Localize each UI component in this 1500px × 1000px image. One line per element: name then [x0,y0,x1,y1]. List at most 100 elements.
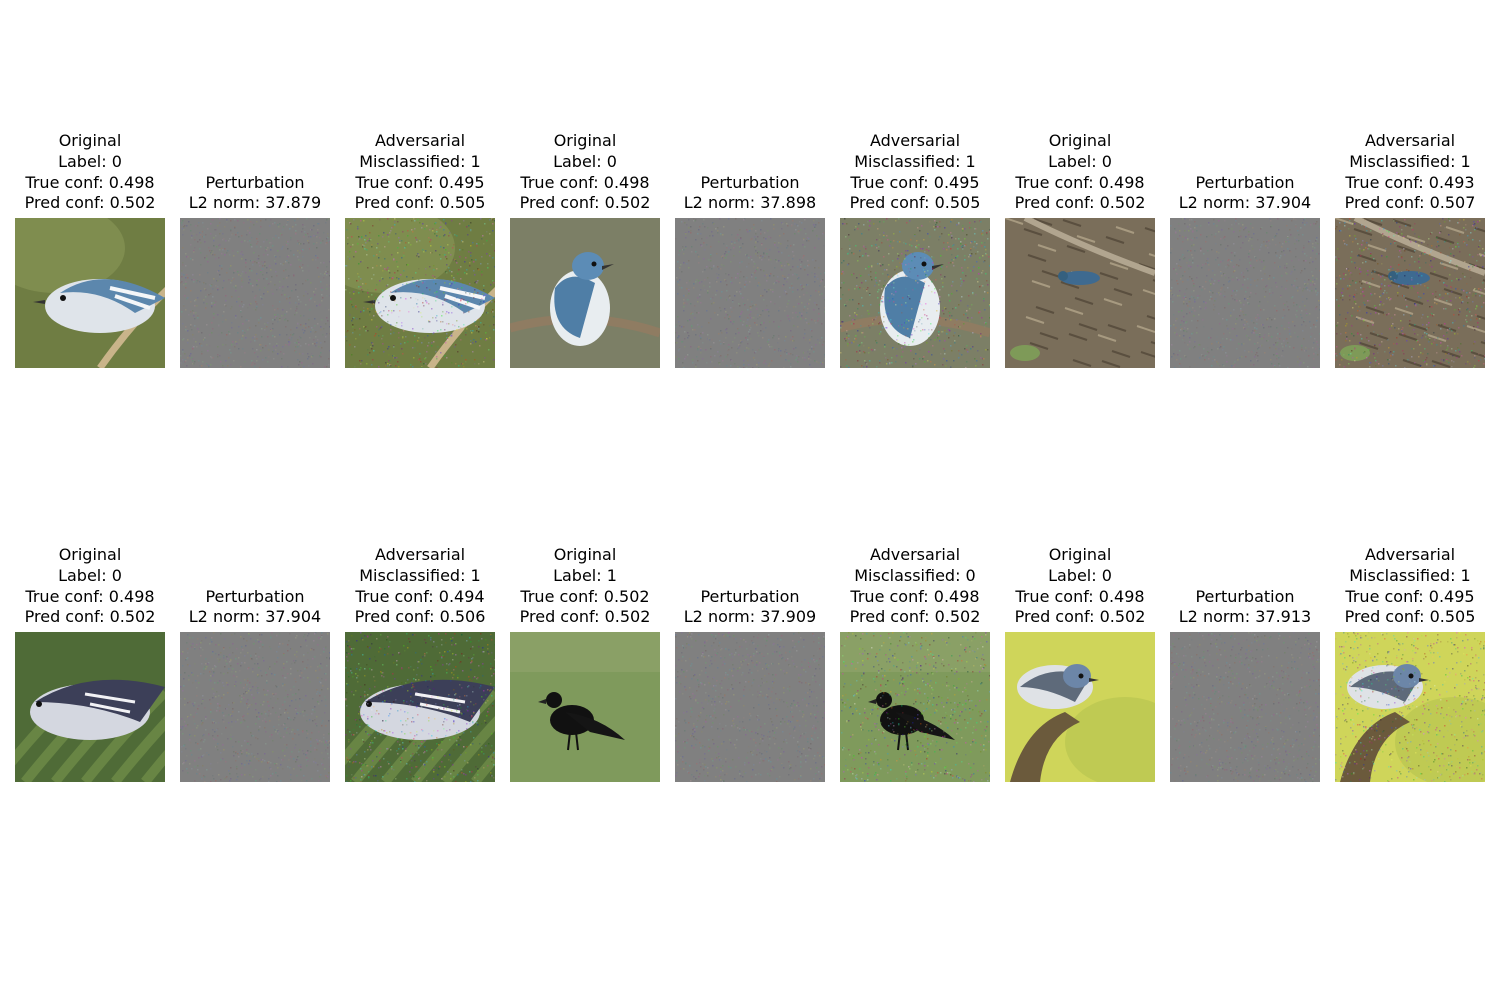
adversarial-panel: Adversarial Misclassified: 1 True conf: 0.… [1335,545,1485,782]
adversarial-title-line: True conf: 0.495 [355,172,485,192]
original-title-line: True conf: 0.502 [520,586,650,606]
original-title-line: Pred conf: 0.502 [519,607,651,627]
original-title-line: Original [553,545,617,565]
adversarial-title: Adversarial Misclassified: 1 True conf: 0.… [1320,131,1500,214]
perturbation-image [180,218,330,368]
original-title: Original Label: 0 True conf: 0.498 Pred con… [990,545,1170,628]
adversarial-title-line: Pred conf: 0.507 [1344,193,1476,213]
perturbation-title-line: L2 norm: 37.904 [188,607,322,627]
adversarial-image [345,632,495,782]
original-image [510,218,660,368]
adversarial-title-line: Adversarial [869,131,961,151]
adversarial-title-line: True conf: 0.493 [1345,172,1475,192]
original-panel: Original Label: 1 True conf: 0.502 Pred con… [510,545,660,782]
perturbation-title: Perturbation L2 norm: 37.909 [660,587,840,628]
adversarial-title: Adversarial Misclassified: 1 True conf: 0.… [330,131,510,214]
adversarial-title-line: Pred conf: 0.506 [354,607,486,627]
original-panel: Original Label: 0 True conf: 0.498 Pred con… [15,545,165,782]
adversarial-title-line: Adversarial [869,545,961,565]
perturbation-title-line: Perturbation [1195,586,1295,606]
original-title-line: Pred conf: 0.502 [1014,193,1146,213]
original-title-line: Label: 1 [553,565,617,585]
original-title-line: Pred conf: 0.502 [1014,607,1146,627]
perturbation-title-line: Perturbation [205,586,305,606]
original-title: Original Label: 0 True conf: 0.498 Pred con… [0,545,180,628]
adversarial-title: Adversarial Misclassified: 0 True conf: 0.… [825,545,1005,628]
adversarial-title-line: Pred conf: 0.502 [849,607,981,627]
original-title-line: Original [58,131,122,151]
adversarial-title-line: Misclassified: 1 [359,151,481,171]
original-title: Original Label: 0 True conf: 0.498 Pred con… [495,131,675,214]
original-title-line: Label: 0 [1048,565,1112,585]
perturbation-title: Perturbation L2 norm: 37.913 [1155,587,1335,628]
adversarial-image [840,632,990,782]
perturbation-title: Perturbation L2 norm: 37.879 [165,173,345,214]
perturbation-title: Perturbation L2 norm: 37.904 [165,587,345,628]
original-image [15,632,165,782]
perturbation-image [675,632,825,782]
original-panel: Original Label: 0 True conf: 0.498 Pred con… [1005,131,1155,368]
perturbation-panel: Perturbation L2 norm: 37.904 [1170,173,1320,368]
adversarial-title: Adversarial Misclassified: 1 True conf: 0.… [1320,545,1500,628]
original-image [1005,218,1155,368]
perturbation-panel: Perturbation L2 norm: 37.909 [675,587,825,782]
adversarial-title-line: Misclassified: 1 [1349,151,1471,171]
adversarial-title-line: Misclassified: 1 [854,151,976,171]
adversarial-panel: Adversarial Misclassified: 1 True conf: 0.… [840,131,990,368]
adversarial-image [840,218,990,368]
original-title-line: Label: 0 [553,151,617,171]
original-panel: Original Label: 0 True conf: 0.498 Pred con… [15,131,165,368]
perturbation-title-line: L2 norm: 37.909 [683,607,817,627]
perturbation-image [1170,632,1320,782]
adversarial-title: Adversarial Misclassified: 1 True conf: 0.… [825,131,1005,214]
adversarial-title-line: Misclassified: 1 [359,565,481,585]
adversarial-panel: Adversarial Misclassified: 0 True conf: 0.… [840,545,990,782]
perturbation-title-line: L2 norm: 37.879 [188,193,322,213]
perturbation-title-line: Perturbation [1195,172,1295,192]
perturbation-title-line: Perturbation [700,586,800,606]
perturbation-panel: Perturbation L2 norm: 37.898 [675,173,825,368]
original-title: Original Label: 1 True conf: 0.502 Pred con… [495,545,675,628]
adversarial-title-line: Adversarial [1364,545,1456,565]
perturbation-title-line: L2 norm: 37.904 [1178,193,1312,213]
original-title: Original Label: 0 True conf: 0.498 Pred con… [990,131,1170,214]
original-title-line: Pred conf: 0.502 [519,193,651,213]
original-title-line: Label: 0 [58,151,122,171]
perturbation-title: Perturbation L2 norm: 37.898 [660,173,840,214]
adversarial-panel: Adversarial Misclassified: 1 True conf: 0.… [345,131,495,368]
adversarial-title-line: Adversarial [374,545,466,565]
adversarial-title-line: Misclassified: 1 [1349,565,1471,585]
original-title-line: True conf: 0.498 [1015,172,1145,192]
original-title-line: True conf: 0.498 [25,172,155,192]
adversarial-title-line: Adversarial [1364,131,1456,151]
adversarial-title-line: Pred conf: 0.505 [849,193,981,213]
original-image [1005,632,1155,782]
original-title-line: True conf: 0.498 [520,172,650,192]
perturbation-title: Perturbation L2 norm: 37.904 [1155,173,1335,214]
adversarial-title-line: Misclassified: 0 [854,565,976,585]
perturbation-title-line: L2 norm: 37.913 [1178,607,1312,627]
original-title-line: True conf: 0.498 [25,586,155,606]
original-title-line: Label: 0 [58,565,122,585]
adversarial-panel: Adversarial Misclassified: 1 True conf: 0.… [345,545,495,782]
original-title-line: Pred conf: 0.502 [24,607,156,627]
original-title: Original Label: 0 True conf: 0.498 Pred con… [0,131,180,214]
original-title-line: Original [58,545,122,565]
original-title-line: Label: 0 [1048,151,1112,171]
adversarial-title: Adversarial Misclassified: 1 True conf: 0.… [330,545,510,628]
original-panel: Original Label: 0 True conf: 0.498 Pred con… [1005,545,1155,782]
original-title-line: Original [1048,545,1112,565]
adversarial-title-line: Pred conf: 0.505 [354,193,486,213]
perturbation-image [180,632,330,782]
adversarial-title-line: Adversarial [374,131,466,151]
original-image [15,218,165,368]
adversarial-title-line: True conf: 0.495 [1345,586,1475,606]
original-image [510,632,660,782]
adversarial-title-line: True conf: 0.498 [850,586,980,606]
perturbation-panel: Perturbation L2 norm: 37.904 [180,587,330,782]
original-title-line: Original [553,131,617,151]
adversarial-title-line: Pred conf: 0.505 [1344,607,1476,627]
original-title-line: Pred conf: 0.502 [24,193,156,213]
perturbation-image [675,218,825,368]
perturbation-title-line: Perturbation [700,172,800,192]
